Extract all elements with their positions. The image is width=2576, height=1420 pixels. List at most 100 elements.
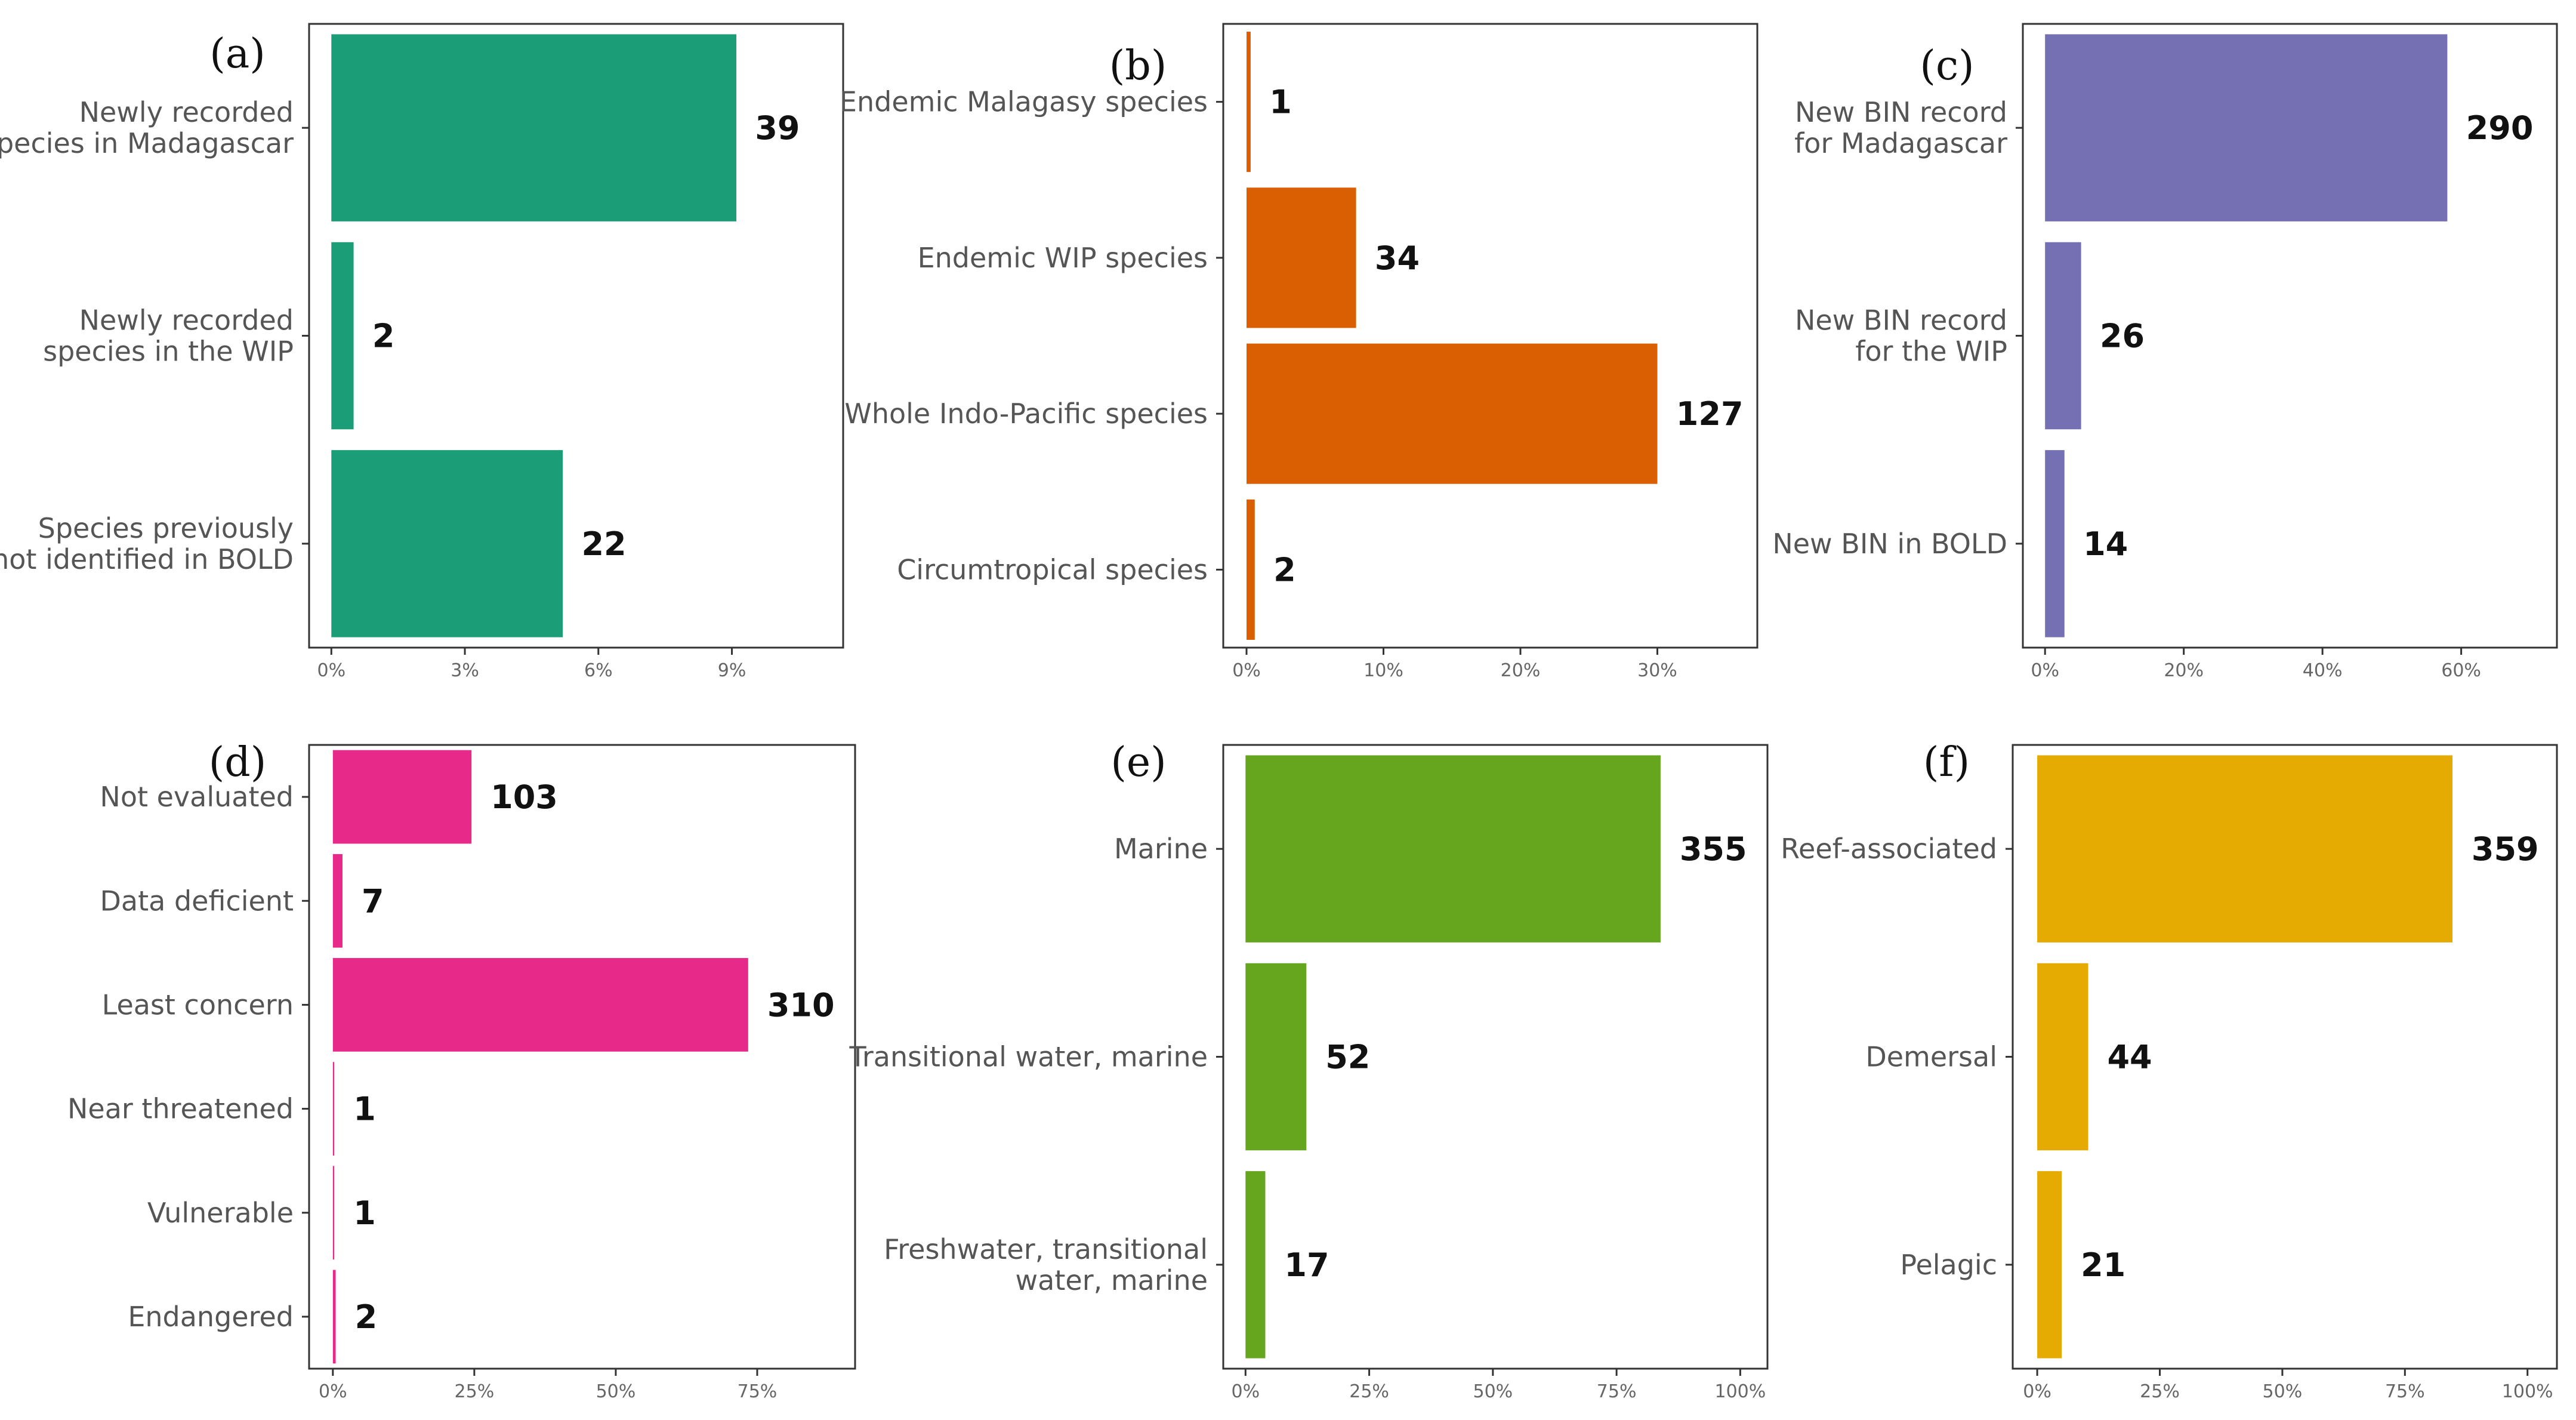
- x-tick-label: 40%: [2303, 660, 2343, 681]
- category-label: Whole Indo-Pacific species: [844, 398, 1208, 430]
- panel-6: 0% 25% 50% 75% 100% Reef-associated 359 Demersa…: [1781, 739, 2558, 1402]
- data-label: 127: [1676, 395, 1744, 433]
- data-label: 44: [2107, 1039, 2152, 1076]
- data-label: 2: [1273, 551, 1296, 589]
- bar: [1247, 499, 1255, 640]
- panel-frame: [308, 744, 856, 1370]
- bar: [331, 34, 736, 221]
- x-tick-label: 10%: [1363, 660, 1403, 681]
- category-label: Endemic Malagasy species: [840, 86, 1208, 118]
- x-tick-label: 30%: [1637, 660, 1677, 681]
- x-tick-label: 0%: [2023, 1381, 2051, 1402]
- x-tick-label: 25%: [1349, 1381, 1389, 1402]
- data-label: 1: [353, 1091, 376, 1128]
- category-label: New BIN record for Madagascar: [1794, 96, 2007, 159]
- category-label: Newly recorded species in Madagascar: [0, 96, 294, 159]
- category-label: Marine: [1114, 833, 1208, 865]
- bar: [332, 1166, 335, 1260]
- data-label: 290: [2466, 109, 2534, 147]
- bar: [2037, 755, 2452, 942]
- panel-3: 0% 20% 40% 60% New BIN record for Madagascar 2…: [1772, 23, 2558, 681]
- x-tick-label: 50%: [596, 1381, 636, 1402]
- panel-2: 0% 10% 20% 30% Endemic Malagasy species 1 Ende…: [840, 23, 1759, 681]
- category-label: Species previously not identified in BOLD: [0, 512, 294, 575]
- data-label: 39: [755, 109, 800, 147]
- category-label: Circumtropical species: [897, 553, 1208, 586]
- panel-label: (b): [1109, 42, 1167, 90]
- bar: [2045, 242, 2081, 430]
- bar: [1247, 32, 1251, 173]
- bar: [331, 450, 563, 637]
- category-label: Freshwater, transitional water, marine: [884, 1233, 1208, 1296]
- category-label: Endangered: [128, 1301, 294, 1333]
- category-label: New BIN record for the WIP: [1795, 304, 2007, 368]
- panel-label: (d): [209, 739, 267, 786]
- panel-1: 0% 3% 6% 9% Newly recorded species in Madagas…: [0, 23, 844, 681]
- bar: [2037, 1171, 2062, 1359]
- panel-4: 0% 25% 50% 75% Not evaluated 103 Data deficien…: [67, 739, 856, 1402]
- x-tick-label: 50%: [1473, 1381, 1513, 1402]
- x-tick-label: 9%: [718, 660, 746, 681]
- category-label: Demersal: [1865, 1041, 1997, 1073]
- x-tick-label: 25%: [455, 1381, 495, 1402]
- bar: [332, 1270, 336, 1364]
- category-label: Data deficient: [100, 885, 294, 917]
- data-label: 2: [372, 318, 395, 355]
- data-label: 2: [355, 1298, 378, 1336]
- data-label: 22: [581, 525, 626, 563]
- x-tick-label: 20%: [1501, 660, 1541, 681]
- x-tick-label: 60%: [2441, 660, 2481, 681]
- category-label: Transitional water, marine: [849, 1041, 1208, 1073]
- x-tick-label: 100%: [2502, 1381, 2553, 1402]
- data-label: 1: [1269, 84, 1292, 121]
- data-label: 21: [2081, 1246, 2125, 1284]
- bar: [1245, 963, 1307, 1151]
- category-label: Reef-associated: [1781, 833, 1997, 865]
- x-tick-label: 3%: [451, 660, 479, 681]
- panel-label: (f): [1923, 739, 1970, 786]
- data-label: 14: [2083, 525, 2128, 563]
- category-label: Least concern: [102, 988, 294, 1021]
- bar: [331, 242, 354, 430]
- data-label: 26: [2100, 318, 2145, 355]
- category-label: Endemic WIP species: [918, 242, 1208, 274]
- bar: [332, 1062, 335, 1156]
- x-tick-label: 75%: [1597, 1381, 1637, 1402]
- category-label: Vulnerable: [147, 1197, 294, 1229]
- panel-5: 0% 25% 50% 75% 100% Marine 355 Transitional wat…: [849, 739, 1769, 1402]
- panel-frame: [1222, 23, 1759, 649]
- panel-label: (e): [1110, 739, 1166, 786]
- x-tick-label: 0%: [319, 1381, 347, 1402]
- bar: [1245, 1171, 1266, 1359]
- x-tick-label: 0%: [1232, 660, 1261, 681]
- panel-label: (a): [209, 30, 266, 78]
- x-tick-label: 20%: [2164, 660, 2204, 681]
- data-label: 17: [1284, 1246, 1329, 1284]
- x-tick-label: 75%: [738, 1381, 778, 1402]
- category-label: Newly recorded species in the WIP: [43, 304, 294, 368]
- x-tick-label: 25%: [2140, 1381, 2180, 1402]
- category-label: Pelagic: [1900, 1249, 1997, 1281]
- data-label: 103: [490, 778, 558, 816]
- panel-label: (c): [1920, 42, 1974, 90]
- x-tick-label: 75%: [2385, 1381, 2425, 1402]
- bar: [332, 854, 343, 948]
- bar: [1245, 755, 1661, 942]
- data-label: 7: [362, 882, 384, 920]
- bar: [332, 750, 472, 844]
- x-tick-label: 100%: [1715, 1381, 1766, 1402]
- data-label: 355: [1680, 830, 1747, 868]
- bar: [1247, 343, 1658, 484]
- bar: [1247, 187, 1356, 328]
- x-tick-label: 0%: [317, 660, 345, 681]
- bar: [2037, 963, 2088, 1151]
- data-label: 359: [2472, 830, 2539, 868]
- category-label: New BIN in BOLD: [1772, 528, 2007, 560]
- category-label: Near threatened: [67, 1093, 294, 1125]
- data-label: 52: [1325, 1039, 1370, 1076]
- data-label: 34: [1375, 239, 1420, 277]
- bar: [2045, 450, 2065, 637]
- category-label: Not evaluated: [100, 781, 294, 813]
- x-tick-label: 0%: [2031, 660, 2059, 681]
